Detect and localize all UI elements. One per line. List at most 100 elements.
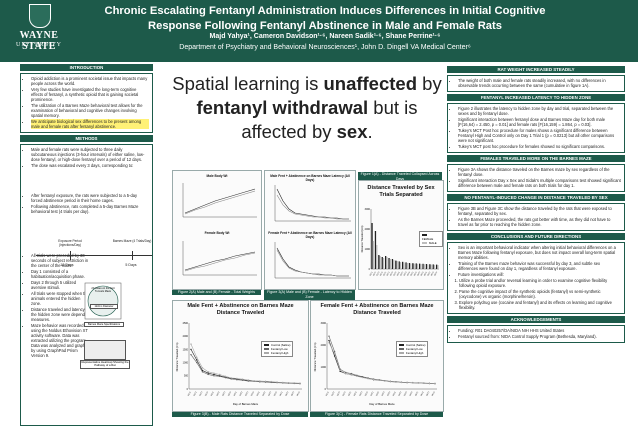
legend-label: Fentanyl High [406,351,424,355]
legend-label: MALE [429,241,437,245]
x-tick-label: D4T4 [410,392,414,397]
legend-label: FEMALE [422,237,434,241]
y-tick-label: 2000 [365,228,371,231]
female-dose-legend: Control (Saline) Fentanyl Low Fentanyl H… [396,341,429,357]
x-tick-label: D1T1 [326,392,330,397]
conclusions-heading: CONCLUSIONS AND FUTURE DIRECTIONS [447,233,625,240]
series-line [328,342,436,385]
future-item: Explore polydrug use (cocaine and fentan… [459,300,621,310]
legend-item-male: MALE [422,241,440,245]
x-tick-label: D2T4 [228,392,232,397]
data-point [367,377,369,380]
data-point [350,372,353,375]
intro-item: Opioid addiction is a prominent societal… [31,76,149,86]
fig3-caption: Figure 3(A) Male and (B) Female - Latenc… [264,290,355,300]
x-tick-label: D5T1 [415,392,419,397]
barnes-maze-figure: 20 Holes on the Exit Tunnels Maze 122cm … [84,282,124,337]
headline: Spatial learning is unaffected by fentan… [172,72,442,144]
data-point [196,356,198,359]
methods-timeline: Exposure Period (Injections/Day) Barnes … [36,239,156,273]
x-tick-label: D2T4 [393,272,397,277]
results-box-weight: The weight of both male and female rats … [447,75,625,92]
bar [405,262,407,269]
bar [423,264,425,269]
data-point [328,335,330,337]
data-point [241,379,244,381]
data-point [196,361,198,364]
y-axis-label: Distance Traveled (cm) [175,343,179,372]
timeline-tick [70,251,71,260]
data-point [339,370,341,373]
female-distance-chart: Distance Traveled (cm) Day of Barnes Maze… [313,322,437,406]
university-logo: WAYNE STATE UNIVERSITY [6,4,72,58]
results-heading-latency: FENTANYL INCREASED LATENCY TO HIDDEN ZON… [447,94,625,101]
future-item: Parse the cognitive impact of the synthe… [459,289,621,299]
bar [410,263,412,269]
x-tick-label: D2T1 [348,392,352,397]
data-point [247,379,250,381]
female-distance-figure: Female Fent + Abstinence on Barnes Maze … [310,300,444,412]
x-tick-label: D3T1 [397,272,401,277]
female-dist-title: Female Fent + Abstinence on Barnes Maze … [320,303,434,316]
bar [385,256,387,269]
legend-item-high: Fentanyl High [264,351,290,355]
bar [415,263,417,269]
female-latency-chart [274,242,351,279]
left-column: INTRODUCTION Opioid addiction is a promi… [20,64,153,428]
exposure-label: Exposure Period (Injections/Day) [58,239,82,247]
x-tick-label: D1T4 [205,392,209,397]
bar [427,264,429,269]
timeline-tick [132,251,133,260]
methods-item: Days 2 through 5 utilized aversive stimu… [31,280,91,290]
bar [422,263,424,269]
bar [372,241,374,269]
legend-item-low: Fentanyl Low [264,347,290,351]
weight-figure: Male Body Wt Female Body Wt [172,170,262,290]
x-tick-label: D4T4 [421,272,425,277]
data-point [224,375,227,378]
y-tick-label: 500 [184,375,189,378]
result-item: Figure 3B and Figure 3C show the distanc… [458,206,621,216]
y-tick-label: 0 [369,268,371,271]
data-point [328,342,330,344]
intro-item: Very few studies have investigated the l… [31,87,149,102]
x-tick-label: D5T3 [431,272,435,277]
data-point [345,371,347,374]
data-point [282,381,284,384]
results-box-females: Figure 3A shows the distance traveled on… [447,164,625,192]
methods-item: Male and female rats were subjected to t… [31,147,149,162]
logo-wordmark: WAYNE STATE [19,30,59,52]
y-tick-label: 2500 [183,322,189,325]
bar [429,264,431,269]
x-tick-label: D5T2 [421,392,425,397]
legend-item-high: Fentanyl High [399,351,425,355]
result-item: The weight of both male and female rats … [458,78,621,88]
bar [395,260,397,269]
data-point [259,380,261,382]
results-heading-weight: RAT WEIGHT INCREASED STEADILY [447,66,625,73]
data-point [201,367,204,369]
x-tick-label: D5T1 [424,272,428,277]
conclusion-item: Sex is an important behavioral indicator… [458,245,621,260]
male-distance-chart: Distance Traveled (cm) Day of Barnes Maze… [175,322,302,406]
data-point [264,380,267,383]
x-tick-label: D2T4 [365,392,369,397]
y-tick-label: 2000 [321,344,327,347]
results-box-latency: Figure 2 illustrates the latency to hidd… [447,103,625,153]
x-tick-label: D5T4 [297,392,301,397]
fig4-caption: Figure 3(B) - Male Rats Distance Travele… [172,412,308,417]
bar [406,263,408,269]
bar [379,256,381,269]
results-heading-distance: NO FENTANYL-INDUCED CHANGE IN DISTANCE T… [447,194,625,201]
data-point [378,379,380,381]
x-tick-label: D3T3 [245,392,249,397]
legend-swatch [399,352,404,355]
acknowledgements-box: Funding: R01 DA040257/DA/NIDA NIH HHS Un… [447,325,625,343]
bar [420,264,422,269]
data-point [287,381,290,384]
x-tick-label: D3T1 [370,392,374,397]
latency-figure: Male Fent + Abstinence on Barnes Maze La… [264,170,356,290]
methods-box: Male and female rats were subjected to t… [20,144,153,426]
male-dose-legend: Control (Saline) Fentanyl Low Fentanyl H… [261,341,294,357]
